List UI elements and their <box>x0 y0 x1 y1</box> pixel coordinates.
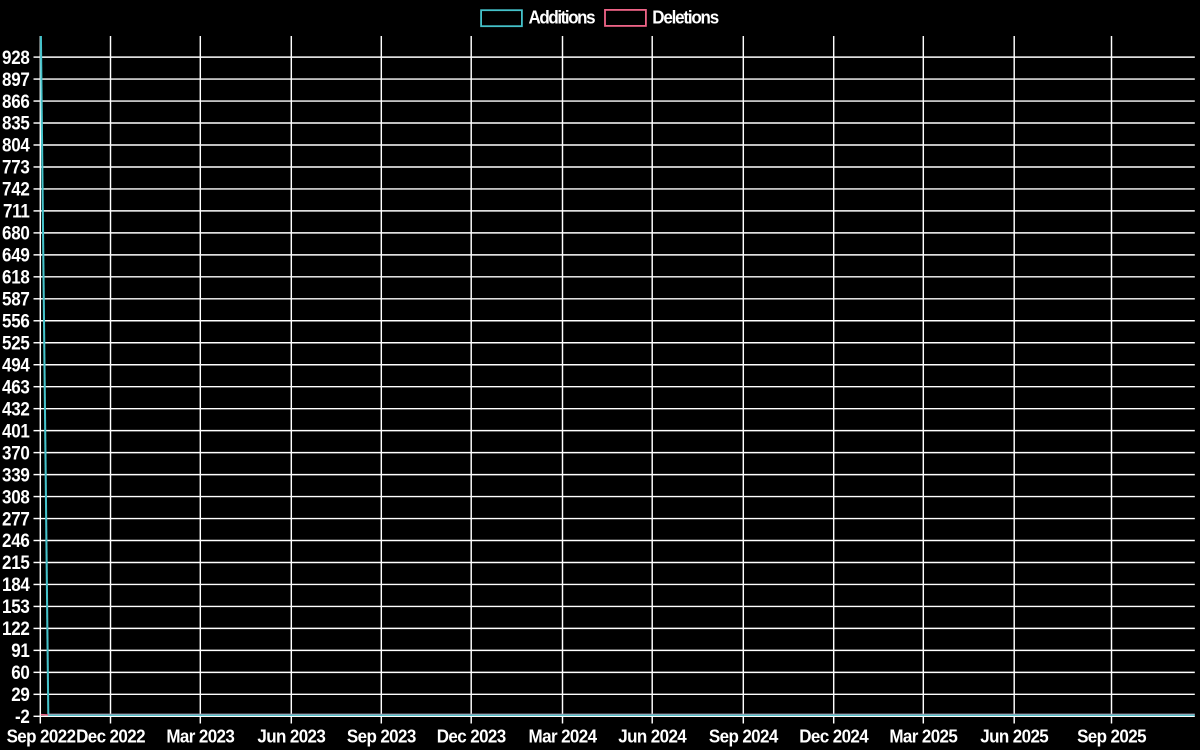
svg-text:Mar 2025: Mar 2025 <box>889 726 958 747</box>
svg-text:773: 773 <box>2 157 30 178</box>
svg-text:Sep 2023: Sep 2023 <box>347 726 417 747</box>
svg-text:432: 432 <box>2 398 30 419</box>
svg-text:587: 587 <box>2 289 30 310</box>
svg-text:866: 866 <box>2 91 30 112</box>
svg-text:60: 60 <box>11 662 29 683</box>
svg-text:Mar 2023: Mar 2023 <box>166 726 235 747</box>
svg-text:Jun 2023: Jun 2023 <box>257 726 326 747</box>
svg-text:618: 618 <box>2 267 30 288</box>
svg-text:556: 556 <box>2 310 30 331</box>
svg-text:Mar 2024: Mar 2024 <box>529 726 598 747</box>
svg-text:401: 401 <box>2 420 30 441</box>
svg-text:339: 339 <box>2 464 30 485</box>
svg-text:525: 525 <box>2 332 30 353</box>
svg-text:Dec 2022: Dec 2022 <box>76 726 146 747</box>
svg-text:Sep 2022: Sep 2022 <box>7 726 77 747</box>
svg-text:Dec 2023: Dec 2023 <box>437 726 507 747</box>
svg-text:277: 277 <box>2 508 30 529</box>
svg-text:91: 91 <box>11 640 29 661</box>
svg-text:Sep 2024: Sep 2024 <box>709 726 779 747</box>
svg-text:215: 215 <box>2 552 30 573</box>
svg-text:804: 804 <box>2 135 31 156</box>
svg-text:463: 463 <box>2 376 30 397</box>
svg-text:742: 742 <box>2 179 30 200</box>
svg-text:Dec 2024: Dec 2024 <box>799 726 869 747</box>
svg-text:122: 122 <box>2 618 30 639</box>
svg-text:494: 494 <box>2 354 31 375</box>
svg-text:153: 153 <box>2 596 30 617</box>
svg-text:308: 308 <box>2 486 30 507</box>
svg-text:711: 711 <box>3 201 30 222</box>
svg-text:Jun 2024: Jun 2024 <box>618 726 687 747</box>
svg-text:29: 29 <box>11 684 29 705</box>
svg-text:Jun 2025: Jun 2025 <box>980 726 1049 747</box>
svg-text:897: 897 <box>2 69 30 90</box>
svg-text:Sep 2025: Sep 2025 <box>1077 726 1147 747</box>
svg-text:928: 928 <box>2 47 30 68</box>
svg-text:-2: -2 <box>15 706 30 727</box>
svg-text:Additions: Additions <box>529 7 596 28</box>
svg-text:Deletions: Deletions <box>652 7 719 28</box>
svg-text:370: 370 <box>2 442 30 463</box>
svg-text:649: 649 <box>2 245 30 266</box>
svg-text:246: 246 <box>2 530 30 551</box>
svg-text:835: 835 <box>2 113 30 134</box>
svg-text:680: 680 <box>2 223 30 244</box>
svg-text:184: 184 <box>2 574 31 595</box>
